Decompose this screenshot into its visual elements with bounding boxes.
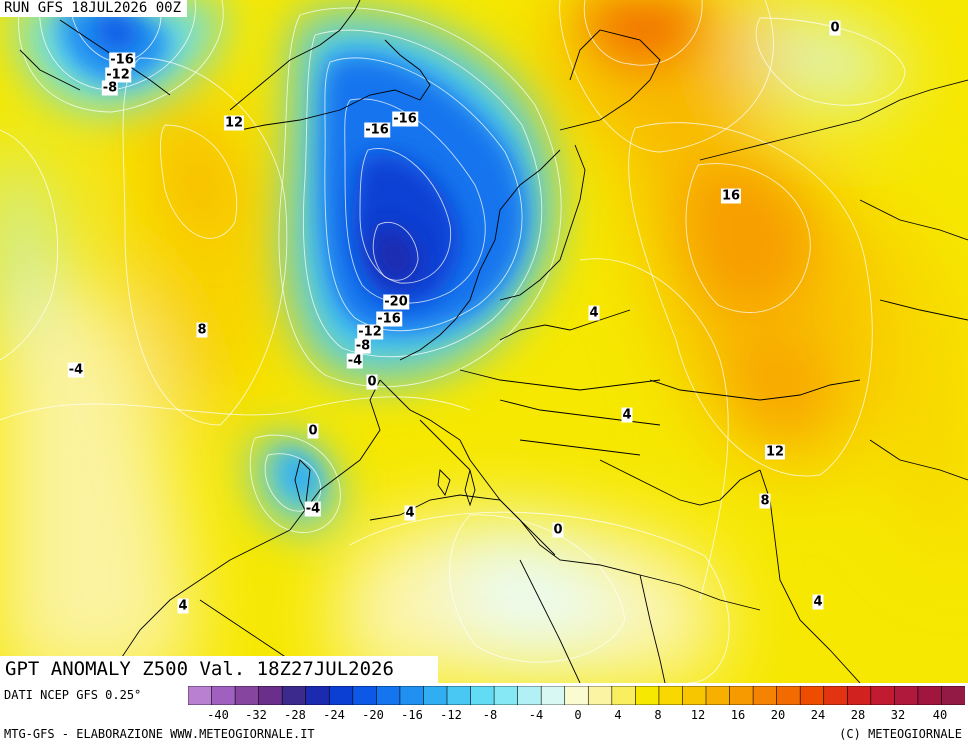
contour-label: 16 <box>720 188 742 204</box>
legend-tick-label: 32 <box>890 708 906 722</box>
legend-tick-label: 12 <box>690 708 706 722</box>
contour-label: -16 <box>392 111 418 127</box>
legend-swatch <box>846 686 872 705</box>
legend-tick-label: -16 <box>401 708 423 722</box>
legend-swatch <box>894 686 919 705</box>
contour-lines <box>0 0 906 683</box>
copyright-label: (C) METEOGIORNALE <box>839 727 962 741</box>
legend-swatch <box>540 686 566 705</box>
legend-swatch <box>234 686 260 705</box>
legend-tick-label: 4 <box>614 708 622 722</box>
contour-label: -12 <box>105 67 131 83</box>
legend-swatch <box>493 686 519 705</box>
contour-label: -16 <box>364 122 390 138</box>
color-legend-ticks: -40 -32 -28 -24 -20 -16 -12 -8 -4 0 4 8 12 16 20 24 28 32… <box>188 708 965 724</box>
anomaly-field <box>0 0 968 683</box>
contour-label: 0 <box>829 20 841 36</box>
contour-label: -4 <box>67 362 85 378</box>
legend-swatch <box>611 686 636 705</box>
legend-swatch <box>564 686 589 705</box>
legend-swatch <box>423 686 448 705</box>
legend-tick-label: -8 <box>482 708 498 722</box>
legend-tick-label: -20 <box>362 708 384 722</box>
legend-swatch <box>517 686 542 705</box>
legend-swatch <box>682 686 707 705</box>
data-source-label: DATI NCEP GFS 0.25° <box>4 688 142 702</box>
contour-label: 12 <box>764 444 786 460</box>
color-legend-bar <box>188 686 965 705</box>
legend-tick-label: -28 <box>284 708 306 722</box>
legend-swatch <box>752 686 778 705</box>
legend-tick-label: 16 <box>730 708 746 722</box>
contour-label: 12 <box>223 115 245 131</box>
contour-label: -16 <box>109 52 135 68</box>
legend-tick-label: 8 <box>654 708 662 722</box>
anomaly-map <box>0 0 968 683</box>
run-title: RUN GFS 18JUL2026 00Z <box>0 0 188 17</box>
contour-label: 4 <box>177 598 189 614</box>
legend-tick-label: -32 <box>245 708 267 722</box>
legend-swatch <box>352 686 377 705</box>
legend-swatch <box>941 686 965 705</box>
legend-swatch <box>211 686 236 705</box>
legend-swatch <box>470 686 495 705</box>
legend-tick-label: 28 <box>850 708 866 722</box>
legend-swatch <box>376 686 401 705</box>
legend-swatch <box>823 686 848 705</box>
legend-swatch <box>917 686 943 705</box>
contour-label: 0 <box>366 374 378 390</box>
contour-label: -8 <box>354 338 372 354</box>
field-title: GPT ANOMALY Z500 Val. 18Z27JUL2026 <box>0 656 438 683</box>
legend-tick-label: -4 <box>528 708 544 722</box>
legend-tick-label: 24 <box>810 708 826 722</box>
contour-label: 8 <box>759 493 771 509</box>
contour-label: 8 <box>196 322 208 338</box>
legend-tick-label: -40 <box>207 708 229 722</box>
legend-swatch <box>188 686 213 705</box>
contour-label: -4 <box>304 501 322 517</box>
legend-swatch <box>658 686 684 705</box>
legend-swatch <box>705 686 731 705</box>
legend-swatch <box>799 686 825 705</box>
legend-tick-label: -24 <box>323 708 345 722</box>
contour-label: 4 <box>621 407 633 423</box>
contour-label: -12 <box>357 324 383 340</box>
legend-swatch <box>635 686 660 705</box>
legend-swatch <box>305 686 330 705</box>
legend-swatch <box>587 686 613 705</box>
legend-swatch <box>776 686 801 705</box>
credit-left: MTG-GFS - ELABORAZIONE WWW.METEOGIORNALE… <box>4 727 315 741</box>
legend-swatch <box>729 686 754 705</box>
contour-label: -8 <box>101 80 119 96</box>
legend-tick-label: 20 <box>770 708 786 722</box>
contour-label: 4 <box>588 305 600 321</box>
legend-swatch <box>258 686 283 705</box>
legend-swatch <box>399 686 425 705</box>
legend-swatch <box>281 686 307 705</box>
contour-label: -16 <box>376 311 402 327</box>
legend-swatch <box>870 686 895 705</box>
legend-swatch <box>446 686 472 705</box>
contour-label: -20 <box>383 294 409 310</box>
legend-tick-label: 40 <box>932 708 948 722</box>
contour-label: 4 <box>812 594 824 610</box>
legend-swatch <box>328 686 354 705</box>
legend-tick-label: -12 <box>440 708 462 722</box>
contour-label: 0 <box>552 522 564 538</box>
contour-label: 0 <box>307 423 319 439</box>
legend-tick-label: 0 <box>574 708 582 722</box>
contour-label: 4 <box>404 505 416 521</box>
contour-label: -4 <box>346 353 364 369</box>
